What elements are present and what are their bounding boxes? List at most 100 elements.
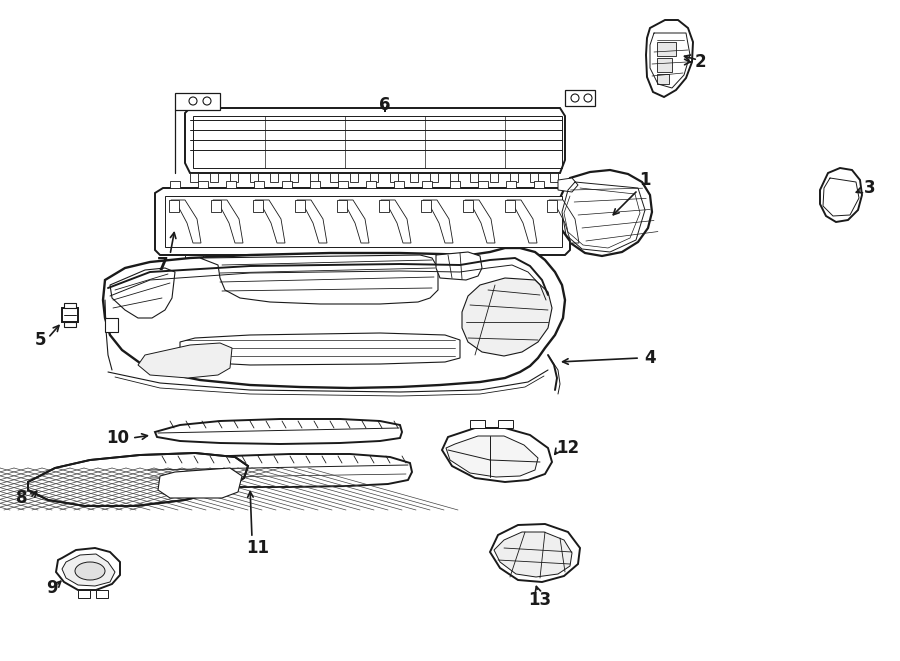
Polygon shape [230,173,238,182]
Polygon shape [442,428,552,482]
Polygon shape [62,308,78,322]
Ellipse shape [75,562,105,580]
Polygon shape [185,108,565,173]
Polygon shape [379,200,389,212]
Polygon shape [345,255,363,265]
Polygon shape [558,178,578,192]
Text: 2: 2 [694,53,706,71]
Polygon shape [657,74,669,84]
Polygon shape [494,532,572,577]
Polygon shape [462,278,552,356]
Polygon shape [421,200,431,212]
Polygon shape [446,436,538,477]
Polygon shape [169,200,179,212]
Text: 4: 4 [644,349,656,367]
Polygon shape [558,170,652,256]
Polygon shape [534,181,544,188]
Polygon shape [657,42,676,56]
Polygon shape [155,419,402,444]
Polygon shape [56,548,120,590]
Polygon shape [213,200,243,243]
Polygon shape [282,181,292,188]
Polygon shape [28,453,248,506]
Polygon shape [198,181,208,188]
Polygon shape [350,173,358,182]
Polygon shape [510,173,518,182]
Polygon shape [254,181,264,188]
Polygon shape [338,181,348,188]
Polygon shape [465,200,495,243]
Text: 3: 3 [864,179,876,197]
Polygon shape [103,248,565,388]
Polygon shape [200,255,438,304]
Text: 6: 6 [379,96,391,114]
Polygon shape [394,181,404,188]
Polygon shape [210,173,218,182]
Polygon shape [145,454,412,487]
Polygon shape [165,196,562,247]
Polygon shape [478,181,488,188]
Polygon shape [436,252,482,280]
Polygon shape [646,20,693,97]
Polygon shape [498,420,513,428]
Polygon shape [366,181,376,188]
Polygon shape [490,524,580,582]
Polygon shape [330,173,338,182]
Text: 9: 9 [46,579,58,597]
Polygon shape [565,90,595,106]
Polygon shape [170,181,180,188]
Polygon shape [175,93,220,110]
Polygon shape [96,590,108,598]
Polygon shape [337,200,347,212]
Polygon shape [550,173,558,182]
Polygon shape [820,168,862,222]
Polygon shape [265,255,283,265]
Polygon shape [295,200,305,212]
Polygon shape [530,173,538,182]
Polygon shape [290,173,298,182]
Polygon shape [171,200,201,243]
Polygon shape [339,200,369,243]
Circle shape [203,97,211,105]
Polygon shape [381,200,411,243]
Polygon shape [505,255,523,265]
Polygon shape [190,173,198,182]
Polygon shape [64,303,76,308]
Polygon shape [297,200,327,243]
Polygon shape [110,268,175,318]
Text: 7: 7 [158,256,169,274]
Polygon shape [158,468,242,498]
Text: 12: 12 [556,439,580,457]
Polygon shape [105,318,118,332]
Polygon shape [62,554,115,586]
Polygon shape [657,58,672,72]
Polygon shape [390,173,398,182]
Polygon shape [422,181,432,188]
Polygon shape [463,200,473,212]
Polygon shape [250,173,258,182]
Polygon shape [425,255,443,265]
Text: 10: 10 [106,429,130,447]
Text: 1: 1 [639,171,651,189]
Polygon shape [547,200,557,212]
Polygon shape [507,200,537,243]
Polygon shape [310,181,320,188]
Text: 8: 8 [16,489,28,507]
Polygon shape [470,173,478,182]
Polygon shape [310,173,318,182]
Polygon shape [78,590,90,598]
Polygon shape [506,181,516,188]
Polygon shape [450,173,458,182]
Polygon shape [549,200,579,243]
Polygon shape [226,181,236,188]
Polygon shape [255,200,285,243]
Polygon shape [423,200,453,243]
Polygon shape [270,173,278,182]
Polygon shape [370,173,378,182]
Polygon shape [470,420,485,428]
Polygon shape [64,322,76,327]
Circle shape [571,94,579,102]
Text: 5: 5 [34,331,46,349]
Text: 13: 13 [528,591,552,609]
Polygon shape [430,173,438,182]
